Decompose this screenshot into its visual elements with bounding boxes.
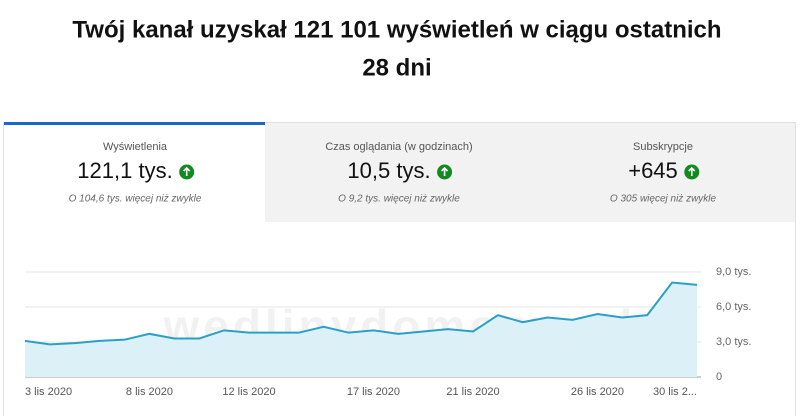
x-tick-label: 17 lis 2020 — [347, 386, 400, 398]
tab-value: 10,5 tys. — [347, 158, 430, 183]
x-tick-label: 30 lis 2... — [653, 386, 697, 398]
tab-label: Wyświetlenia — [103, 141, 168, 153]
x-tick-label: 12 lis 2020 — [222, 386, 275, 398]
up-arrow — [183, 166, 191, 176]
active-indicator — [4, 122, 265, 125]
up-arrow — [688, 166, 696, 176]
tab-note: O 9,2 tys. więcej niż zwykle — [338, 194, 460, 205]
y-tick-label: 3,0 tys. — [716, 336, 751, 348]
tab-label: Subskrypcje — [633, 141, 693, 153]
title: Twój kanał uzyskał 121 101 wyświetleń w … — [72, 16, 721, 43]
y-tick-label: 6,0 tys. — [716, 301, 751, 313]
tab-label: Czas oglądania (w godzinach) — [325, 141, 472, 153]
y-tick-label: 9,0 tys. — [716, 266, 751, 278]
inactive-tabs — [265, 123, 795, 222]
area — [25, 282, 697, 377]
x-tick-label: 26 lis 2020 — [571, 386, 624, 398]
tab-note: O 104,6 tys. więcej niż zwykle — [69, 194, 202, 205]
tab-value: 121,1 tys. — [77, 158, 172, 183]
up-arrow — [441, 166, 449, 176]
y-tick-label: 0 — [716, 371, 722, 383]
line — [24, 281, 698, 346]
tab-value: +645 — [628, 158, 678, 183]
x-tick-label: 21 lis 2020 — [446, 386, 499, 398]
title: 28 dni — [362, 54, 431, 81]
tab-note: O 305 więcej niż zwykle — [610, 194, 717, 205]
x-tick-label: 3 lis 2020 — [25, 386, 72, 398]
x-tick-label: 8 lis 2020 — [126, 386, 173, 398]
